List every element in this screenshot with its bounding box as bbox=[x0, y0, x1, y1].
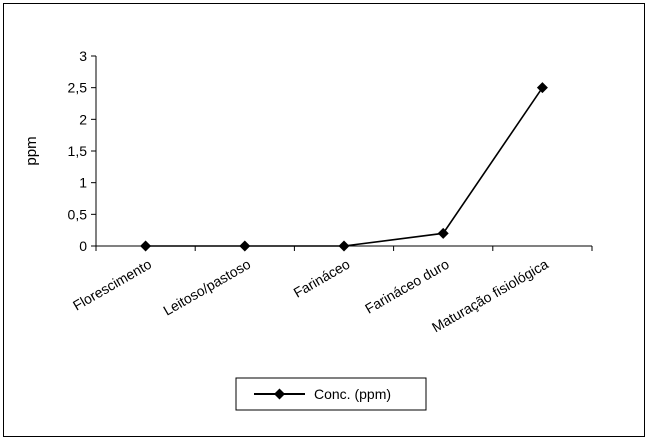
x-ticks: Florescimento Leitoso/pastoso Farináceo Far… bbox=[70, 246, 593, 335]
series-line bbox=[145, 87, 544, 247]
legend: Conc. (ppm) bbox=[235, 377, 427, 411]
data-point bbox=[437, 227, 449, 239]
x-tick-label: Farináceo bbox=[291, 256, 353, 301]
y-tick-label: 0 bbox=[79, 238, 87, 254]
y-tick-label: 2 bbox=[79, 111, 87, 127]
y-tick-label: 3 bbox=[79, 48, 87, 64]
y-axis-label: ppm bbox=[23, 136, 40, 165]
legend-marker-diamond bbox=[274, 388, 285, 400]
x-tick-label: Leitoso/pastoso bbox=[160, 256, 253, 319]
y-tick-label: 2,5 bbox=[68, 80, 88, 96]
x-tick-label: Florescimento bbox=[70, 256, 154, 314]
y-tick-label: 1,5 bbox=[68, 143, 88, 159]
x-tick-label: Farináceo duro bbox=[362, 256, 452, 317]
y-tick-label: 1 bbox=[79, 175, 87, 191]
data-point bbox=[239, 240, 251, 252]
data-point bbox=[338, 240, 350, 252]
data-point bbox=[536, 82, 548, 94]
chart-frame bbox=[3, 3, 645, 437]
y-ticks: 0 0,5 1 1,5 2 2,5 3 bbox=[68, 48, 96, 254]
data-point bbox=[140, 240, 152, 252]
series-layer bbox=[140, 82, 548, 252]
legend-label: Conc. (ppm) bbox=[314, 386, 391, 402]
y-tick-label: 0,5 bbox=[68, 206, 88, 222]
